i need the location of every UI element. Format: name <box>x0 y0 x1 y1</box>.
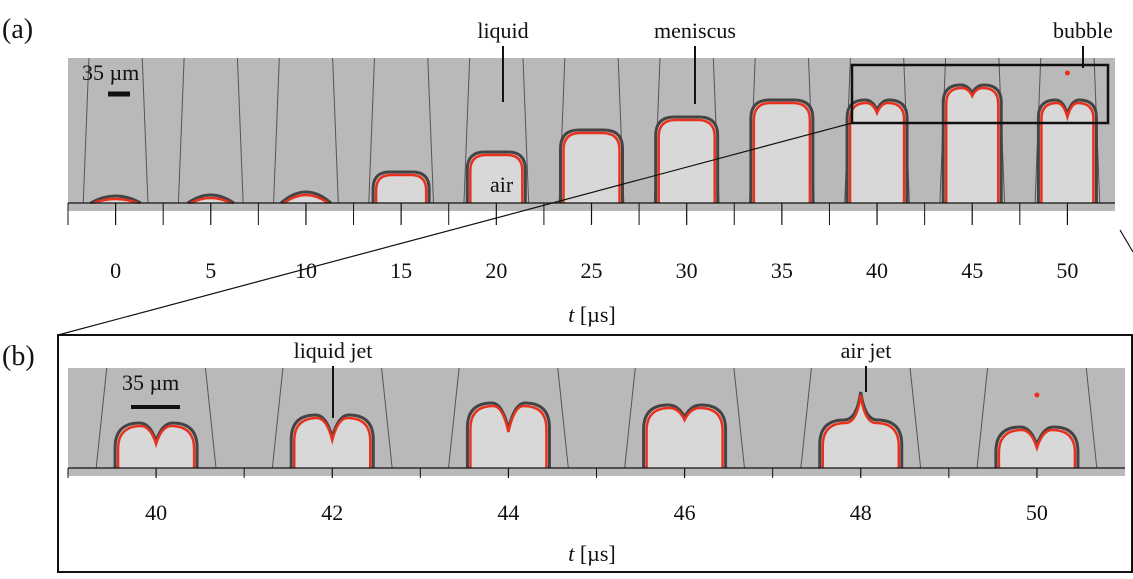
axis-label: t [µs] <box>568 541 616 566</box>
nozzle-wall <box>800 367 812 469</box>
tick-label: 15 <box>390 258 412 283</box>
meniscus <box>944 86 1000 203</box>
nozzle-wall <box>204 367 217 469</box>
zoom-box <box>850 63 1110 125</box>
zoom-line <box>57 122 853 336</box>
axis-label-var: t <box>568 541 575 566</box>
meniscus <box>190 196 232 205</box>
tick-label: 45 <box>961 258 983 283</box>
annotation: bubble <box>1053 18 1113 43</box>
meniscus <box>283 193 329 205</box>
meniscus <box>469 404 548 468</box>
tick-label: 50 <box>1026 500 1048 525</box>
nozzle-wall <box>95 367 108 469</box>
nozzle-wall <box>236 57 244 204</box>
image-background <box>68 368 1125 476</box>
zoom-line <box>1119 229 1133 253</box>
tick-label: 48 <box>850 500 872 525</box>
meniscus <box>645 406 724 468</box>
tick-label: 0 <box>110 258 121 283</box>
tick-label: 40 <box>866 258 888 283</box>
tick-label: 50 <box>1056 258 1078 283</box>
image-strip: 40 42 44 46 48 50 <box>67 367 1125 525</box>
tick-label: 40 <box>145 500 167 525</box>
meniscus <box>821 394 900 468</box>
liquid-halo <box>941 83 1003 203</box>
liquid-halo <box>371 170 431 203</box>
annotation: air jet <box>841 338 892 363</box>
nozzle-wall <box>332 57 339 204</box>
nozzle-wall <box>733 367 745 469</box>
tick-label: 5 <box>205 258 216 283</box>
liquid-halo <box>818 391 904 468</box>
nozzle-wall <box>273 57 280 204</box>
tick-label: 25 <box>581 258 603 283</box>
meniscus <box>752 101 812 203</box>
meniscus <box>657 118 716 203</box>
nozzle-wall <box>522 57 530 204</box>
liquid-halo <box>279 190 332 205</box>
meniscus <box>469 153 524 203</box>
meniscus <box>848 101 906 203</box>
liquid-halo <box>749 98 815 203</box>
meniscus <box>116 424 196 468</box>
liquid-halo <box>559 128 624 203</box>
nozzle-wall <box>427 57 434 204</box>
nozzle-wall <box>1085 367 1098 469</box>
axis-label-var: t <box>568 302 575 327</box>
bubble <box>1064 70 1070 76</box>
scale-bar-label: 35 µm <box>122 370 179 395</box>
tick-label: 44 <box>497 500 519 525</box>
axis-label: t [µs] <box>568 302 616 327</box>
bubble <box>1034 392 1040 398</box>
meniscus <box>1040 101 1095 203</box>
panel-frame <box>57 334 1133 573</box>
liquid-halo <box>465 150 527 203</box>
annotation: air <box>490 172 514 197</box>
nozzle-wall <box>141 57 149 204</box>
nozzle-wall <box>557 367 569 469</box>
nozzle-wall <box>381 367 393 469</box>
liquid-halo <box>654 115 720 203</box>
nozzle-wall <box>909 367 922 469</box>
tick-label: 35 <box>771 258 793 283</box>
panel-label: (b) <box>2 341 35 372</box>
meniscus <box>997 428 1077 468</box>
meniscus <box>562 131 621 203</box>
axis-label-unit: [µs] <box>580 541 616 566</box>
nozzle-wall <box>177 57 185 204</box>
meniscus <box>374 173 428 203</box>
nozzle-wall <box>82 57 90 204</box>
tick-label: 42 <box>321 500 343 525</box>
liquid-halo <box>642 403 728 468</box>
nozzle-wall <box>271 367 284 469</box>
annotation: liquid jet <box>294 338 373 363</box>
nozzle-wall <box>976 367 989 469</box>
nozzle-wall <box>624 367 636 469</box>
tick-label: 10 <box>295 258 317 283</box>
tick-label: 20 <box>485 258 507 283</box>
annotation: meniscus <box>654 18 736 43</box>
meniscus <box>93 197 139 205</box>
image-strip: 0 5 10 15 20 25 30 35 40 45 50 <box>67 57 1115 283</box>
meniscus <box>293 416 372 468</box>
nozzle-wall <box>463 57 471 204</box>
tick-label: 30 <box>676 258 698 283</box>
scale-bar-label: 35 µm <box>82 60 139 85</box>
axis-label-unit: [µs] <box>580 302 616 327</box>
annotation: liquid <box>477 18 528 43</box>
panel-label: (a) <box>2 14 33 45</box>
nozzle-wall <box>448 367 460 469</box>
nozzle-wall <box>368 57 375 204</box>
tick-label: 46 <box>674 500 696 525</box>
